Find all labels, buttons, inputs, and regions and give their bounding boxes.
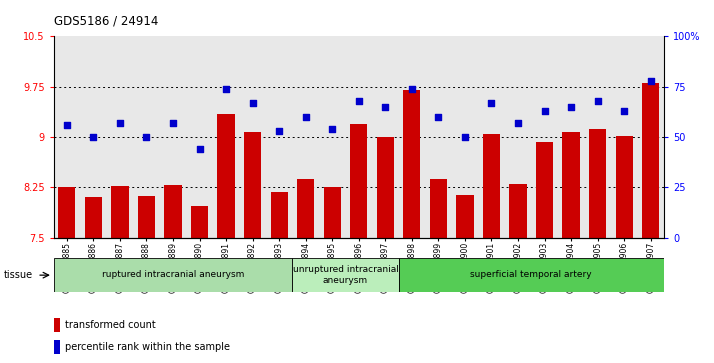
Point: [247, 100, 258, 106]
Bar: [615, 136, 633, 238]
Point: [618, 108, 630, 114]
Text: superficial temporal artery: superficial temporal artery: [471, 270, 592, 280]
Text: unruptured intracranial
aneurysm: unruptured intracranial aneurysm: [293, 265, 398, 285]
Point: [300, 114, 311, 120]
Text: GDS5186 / 24914: GDS5186 / 24914: [54, 14, 158, 27]
Point: [645, 78, 656, 83]
Point: [273, 128, 285, 134]
Bar: [536, 142, 553, 238]
Bar: [271, 192, 288, 238]
Point: [406, 86, 418, 91]
Point: [592, 98, 603, 104]
Bar: [138, 196, 155, 238]
Bar: [191, 206, 208, 238]
Bar: [85, 197, 102, 238]
Point: [459, 134, 471, 140]
Bar: [218, 114, 235, 238]
Point: [88, 134, 99, 140]
Bar: [59, 187, 76, 238]
Point: [380, 104, 391, 110]
Point: [326, 126, 338, 132]
Point: [167, 120, 178, 126]
Point: [61, 122, 73, 128]
Bar: [509, 184, 527, 238]
Point: [221, 86, 232, 91]
Point: [193, 146, 205, 152]
Bar: [323, 187, 341, 238]
Bar: [54, 339, 60, 354]
Bar: [111, 186, 129, 238]
Bar: [54, 318, 60, 332]
Bar: [403, 90, 421, 238]
Point: [486, 100, 497, 106]
Point: [539, 108, 550, 114]
Point: [513, 120, 524, 126]
Bar: [589, 129, 606, 238]
Bar: [483, 134, 500, 238]
Point: [433, 114, 444, 120]
Bar: [430, 179, 447, 238]
Bar: [164, 185, 181, 238]
Point: [353, 98, 365, 104]
Bar: [54, 258, 293, 292]
Bar: [297, 179, 314, 238]
Text: percentile rank within the sample: percentile rank within the sample: [65, 342, 230, 352]
Bar: [456, 195, 473, 238]
Bar: [563, 132, 580, 238]
Bar: [350, 124, 368, 238]
Point: [565, 104, 577, 110]
Bar: [244, 132, 261, 238]
Text: tissue: tissue: [4, 270, 33, 280]
Bar: [293, 258, 398, 292]
Bar: [642, 83, 659, 238]
Point: [141, 134, 152, 140]
Bar: [377, 137, 394, 238]
Text: ruptured intracranial aneurysm: ruptured intracranial aneurysm: [102, 270, 244, 280]
Text: transformed count: transformed count: [65, 320, 156, 330]
Bar: [398, 258, 664, 292]
Point: [114, 120, 126, 126]
